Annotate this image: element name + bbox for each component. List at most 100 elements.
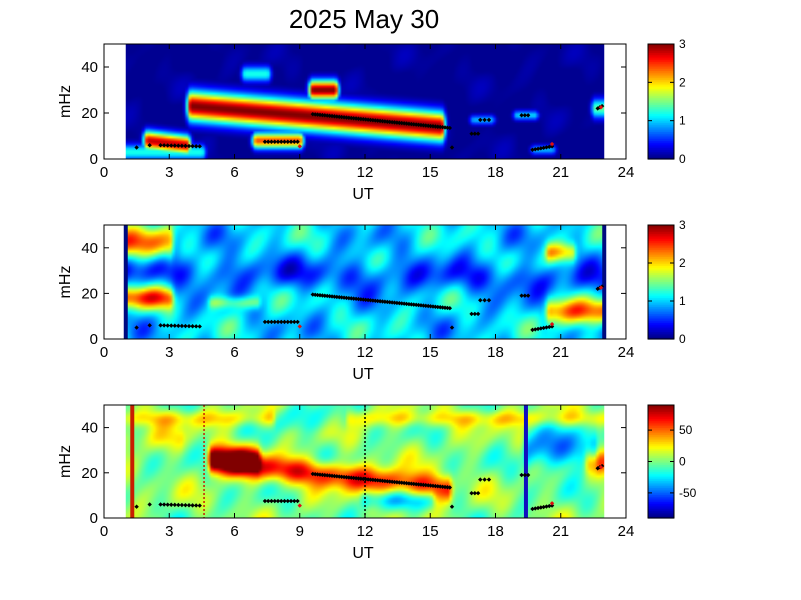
- colorbar-segment: [648, 470, 674, 473]
- track-point: [541, 325, 546, 331]
- colorbar-tick-label: 1: [679, 294, 686, 308]
- track-point: [547, 324, 552, 330]
- colorbar-segment: [648, 420, 674, 424]
- track-point: [522, 472, 528, 478]
- colorbar-segment: [648, 473, 674, 477]
- colorbar-segment: [648, 296, 674, 299]
- track-point: [269, 498, 274, 504]
- colorbar-segment: [648, 322, 674, 326]
- colorbar-segment: [648, 410, 674, 413]
- track-point: [525, 293, 531, 298]
- colorbar-segment: [648, 239, 674, 242]
- colorbar-segment: [648, 292, 674, 296]
- x-tick-label: 0: [100, 164, 108, 181]
- heatmap-image: [125, 44, 605, 159]
- colorbar-segment: [648, 151, 674, 155]
- colorbar-segment: [648, 324, 674, 328]
- colorbar-segment: [648, 276, 674, 280]
- colorbar-segment: [648, 280, 674, 283]
- colorbar: 0 1 2 3: [647, 37, 686, 166]
- track-point: [447, 306, 453, 311]
- track-point: [186, 503, 192, 508]
- x-tick-label: 24: [618, 523, 635, 540]
- colorbar-segment: [648, 331, 674, 335]
- x-axis-label: UT: [352, 186, 374, 203]
- x-tick-label: 12: [357, 344, 374, 361]
- track-point: [292, 139, 297, 144]
- colorbar-segment: [648, 440, 674, 443]
- x-tick-label: 12: [357, 164, 374, 181]
- track-point: [530, 147, 535, 152]
- colorbar-segment: [648, 128, 674, 131]
- track-point: [472, 490, 478, 496]
- colorbar-segment: [648, 65, 674, 68]
- track-point: [475, 490, 481, 496]
- colorbar-tick-label: 2: [679, 256, 686, 270]
- colorbar-segment: [648, 230, 674, 233]
- x-tick-label: 15: [422, 164, 439, 181]
- colorbar-segment: [648, 132, 674, 135]
- x-tick-label: 21: [552, 164, 569, 181]
- colorbar-segment: [648, 260, 674, 264]
- colorbar-segment: [648, 405, 674, 408]
- track-point: [547, 503, 552, 509]
- track-point: [317, 112, 323, 118]
- track-point: [295, 498, 300, 504]
- x-tick-label: 18: [487, 344, 504, 361]
- colorbar-segment: [648, 94, 674, 97]
- track-point: [197, 324, 202, 329]
- track-point: [472, 131, 478, 136]
- track-point: [169, 323, 174, 328]
- track-point: [147, 143, 152, 148]
- colorbar-segment: [648, 44, 674, 47]
- colorbar-segment: [648, 472, 674, 475]
- track-point: [349, 115, 354, 121]
- track-point: [449, 325, 455, 330]
- colorbar-segment: [648, 510, 674, 514]
- colorbar-segment: [648, 294, 674, 297]
- colorbar-segment: [648, 237, 674, 240]
- track-point: [327, 113, 332, 119]
- x-axis-label: UT: [352, 366, 374, 383]
- colorbar-segment: [648, 312, 674, 315]
- colorbar-segment: [648, 67, 674, 70]
- colorbar-segment: [648, 500, 674, 503]
- track-point: [401, 121, 407, 126]
- track-point: [544, 145, 549, 150]
- track-point: [595, 466, 600, 471]
- track-point: [433, 124, 438, 129]
- colorbar-segment: [648, 450, 674, 454]
- colorbar-segment: [648, 96, 674, 99]
- track-point: [165, 502, 170, 507]
- track-point: [275, 498, 281, 504]
- y-tick-label: 20: [81, 105, 98, 122]
- colorbar-segment: [648, 479, 674, 482]
- track-point: [193, 324, 199, 329]
- colorbar-segment: [648, 241, 674, 244]
- colorbar-segment: [648, 269, 674, 272]
- y-axis-label: mHz: [57, 85, 74, 118]
- colorbar-segment: [648, 503, 674, 507]
- track-point: [183, 502, 188, 508]
- track-point: [423, 123, 428, 128]
- track-point: [158, 502, 163, 507]
- track-point: [519, 472, 524, 478]
- colorbar-segment: [648, 49, 674, 52]
- track-point: [478, 477, 483, 482]
- colorbar-segment: [648, 412, 674, 415]
- colorbar-segment: [648, 119, 674, 122]
- colorbar-segment: [648, 445, 674, 448]
- track-point: [161, 143, 167, 148]
- edge-bar-0: [123, 225, 128, 339]
- track-point: [482, 298, 487, 303]
- track-point-red: [598, 464, 604, 470]
- colorbar-segment: [648, 69, 674, 72]
- track-point: [179, 502, 185, 508]
- panel-bottom: 0 3 6 9 12 15 18 21 24 0 20 40 UT mHz 50 0 -50: [57, 404, 697, 562]
- colorbar-segment: [648, 408, 674, 411]
- colorbar-segment: [648, 233, 674, 237]
- track-point: [269, 139, 274, 144]
- track-point: [165, 323, 170, 328]
- track-point: [279, 498, 284, 504]
